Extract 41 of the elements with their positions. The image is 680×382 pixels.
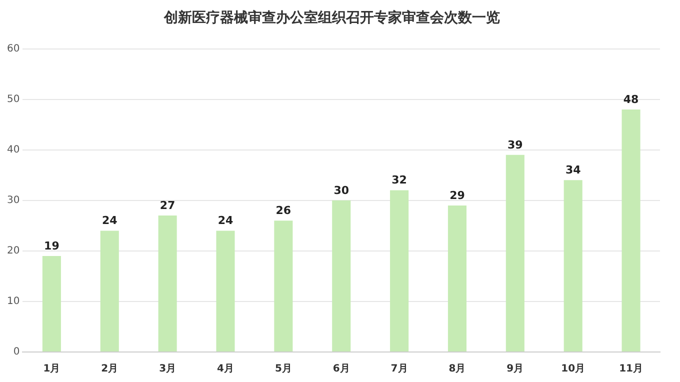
bar xyxy=(216,230,235,352)
x-tick-label: 9月 xyxy=(506,364,524,375)
bar xyxy=(564,180,582,352)
x-tick-label: 5月 xyxy=(274,364,292,375)
y-tick-label: 50 xyxy=(6,94,20,105)
bar xyxy=(506,154,524,352)
y-tick-label: 0 xyxy=(13,346,20,358)
bar xyxy=(622,109,640,352)
x-tick-label: 2月 xyxy=(101,364,118,375)
data-label: 29 xyxy=(450,188,465,202)
y-tick-label: 20 xyxy=(6,246,20,257)
data-label: 30 xyxy=(334,184,350,197)
x-tick-label: 4月 xyxy=(217,364,234,375)
data-label: 34 xyxy=(565,164,582,177)
y-tick-label: 10 xyxy=(6,296,20,308)
data-label: 24 xyxy=(102,214,118,228)
bar xyxy=(100,230,119,352)
data-label: 27 xyxy=(160,198,176,212)
x-tick-label: 7月 xyxy=(390,364,408,375)
x-tick-label: 1月 xyxy=(43,364,60,375)
y-tick-label: 30 xyxy=(6,194,20,206)
bar xyxy=(390,190,409,352)
data-label: 24 xyxy=(218,214,234,228)
x-tick-label: 10月 xyxy=(561,364,586,375)
data-label: 48 xyxy=(623,92,639,106)
bar xyxy=(158,216,177,352)
bar xyxy=(448,205,466,352)
data-label: 26 xyxy=(276,204,292,217)
x-tick-label: 11月 xyxy=(619,364,643,375)
bar xyxy=(42,256,61,352)
data-label: 32 xyxy=(392,174,407,187)
y-tick-label: 60 xyxy=(6,43,20,54)
chart-title: 创新医疗器械审查办公室组织召开专家审查会次数一览 xyxy=(163,9,500,26)
bar xyxy=(274,220,293,352)
x-tick-label: 3月 xyxy=(159,364,176,375)
x-tick-label: 6月 xyxy=(332,364,350,375)
data-label: 19 xyxy=(44,239,60,252)
y-tick-label: 40 xyxy=(6,144,20,156)
x-tick-label: 8月 xyxy=(448,364,466,375)
data-label: 39 xyxy=(508,138,523,152)
bar xyxy=(332,200,351,352)
